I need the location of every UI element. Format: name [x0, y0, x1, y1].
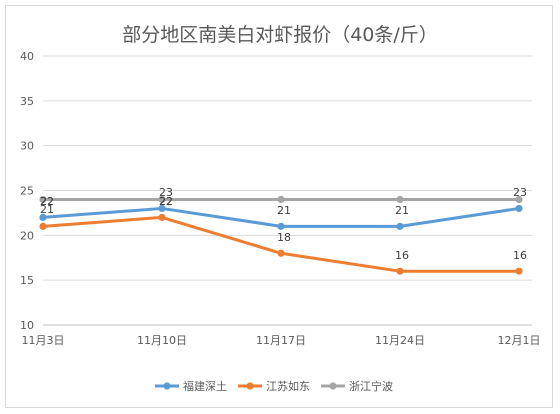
x-tick-label: 11月3日 [22, 334, 65, 347]
series-point [277, 222, 285, 230]
y-tick-label: 20 [20, 229, 34, 242]
series-point [515, 195, 523, 204]
y-tick-label: 40 [20, 50, 34, 63]
x-tick-label: 11月24日 [375, 334, 425, 347]
legend-swatch-marker [163, 382, 171, 390]
series-point [39, 222, 47, 230]
data-label: 22 [159, 195, 173, 208]
legend-swatch-marker [246, 382, 254, 390]
series-point [277, 249, 285, 257]
legend-swatch-marker [329, 382, 337, 390]
legend-label: 福建深土 [183, 379, 227, 393]
series-point [515, 204, 523, 213]
chart-title: 部分地区南美白对虾报价（40条/斤） [122, 24, 438, 46]
y-tick-label: 30 [20, 140, 34, 153]
series-point [39, 213, 47, 221]
x-axis-ticks: 11月3日 11月10日 11月17日 11月24日 12月1日 [22, 334, 541, 347]
data-label: 21 [40, 203, 54, 216]
y-tick-label: 35 [20, 95, 34, 108]
data-label: 18 [277, 231, 291, 244]
grid-lines [43, 55, 532, 326]
series-point [39, 195, 47, 204]
y-axis-ticks: 10 15 20 25 30 35 40 [20, 50, 34, 332]
series-point [515, 267, 523, 275]
series-point [277, 195, 285, 204]
y-tick-label: 15 [20, 274, 34, 287]
data-label: 22 [40, 195, 54, 208]
series-point [396, 222, 404, 230]
series-point [158, 213, 166, 221]
series-point [158, 195, 166, 204]
legend-label: 浙江宁波 [349, 379, 393, 393]
legend-label: 江苏如东 [266, 379, 310, 393]
data-label: 21 [395, 204, 409, 217]
data-label: 22 [40, 195, 54, 208]
y-tick-label: 25 [20, 185, 34, 198]
data-label: 22 [159, 195, 173, 208]
data-label: 23 [513, 186, 527, 199]
series-group [39, 195, 523, 275]
data-label: 23 [159, 186, 173, 199]
legend: 福建深土 江苏如东 浙江宁波 [155, 379, 393, 393]
data-label: 16 [395, 249, 409, 262]
y-tick-label: 10 [20, 319, 34, 332]
x-tick-label: 11月17日 [256, 334, 306, 347]
series-point [396, 267, 404, 275]
chart-frame [5, 5, 553, 408]
data-label: 16 [513, 249, 527, 262]
series-point [396, 195, 404, 204]
x-tick-label: 12月1日 [498, 334, 541, 347]
series-point [158, 204, 166, 213]
x-tick-label: 11月10日 [137, 334, 187, 347]
data-label: 21 [277, 204, 291, 217]
